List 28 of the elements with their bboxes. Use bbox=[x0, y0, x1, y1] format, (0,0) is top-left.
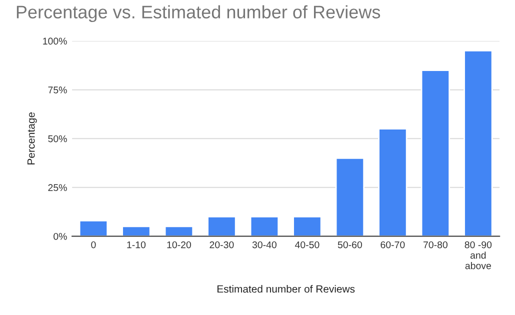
bar bbox=[122, 226, 151, 236]
x-tick-label: 80 -90 and above bbox=[464, 241, 492, 270]
bar bbox=[78, 220, 108, 236]
x-axis-title: Estimated number of Reviews bbox=[218, 285, 355, 293]
x-tick-label: 50-60 bbox=[338, 241, 362, 248]
x-tick-label: 30-40 bbox=[252, 241, 277, 248]
bar bbox=[464, 50, 493, 236]
x-tick-label: 60-70 bbox=[380, 241, 405, 248]
x-tick-label: 70-80 bbox=[424, 241, 448, 248]
bar bbox=[250, 216, 280, 236]
bar bbox=[164, 226, 194, 236]
x-tick-label: 10-20 bbox=[167, 241, 192, 248]
bar bbox=[335, 157, 365, 236]
y-tick-label: 100% bbox=[43, 38, 67, 45]
y-tick-label: 75% bbox=[48, 86, 67, 94]
y-tick-label: 25% bbox=[48, 184, 67, 192]
x-tick-label: 0 bbox=[91, 241, 96, 248]
x-tick-label: 1-10 bbox=[127, 241, 146, 248]
bar bbox=[207, 216, 236, 236]
x-tick-label: 40-50 bbox=[294, 241, 320, 248]
y-axis-title: Percentage bbox=[27, 112, 37, 164]
y-tick-label: 50% bbox=[48, 135, 67, 142]
bar bbox=[378, 128, 408, 236]
x-tick-label: 20-30 bbox=[210, 241, 234, 248]
chart-title: Percentage vs. Estimated number of Reviews bbox=[16, 5, 380, 22]
bar bbox=[420, 70, 450, 236]
y-tick-label: 0% bbox=[54, 232, 67, 240]
bar bbox=[292, 216, 322, 236]
